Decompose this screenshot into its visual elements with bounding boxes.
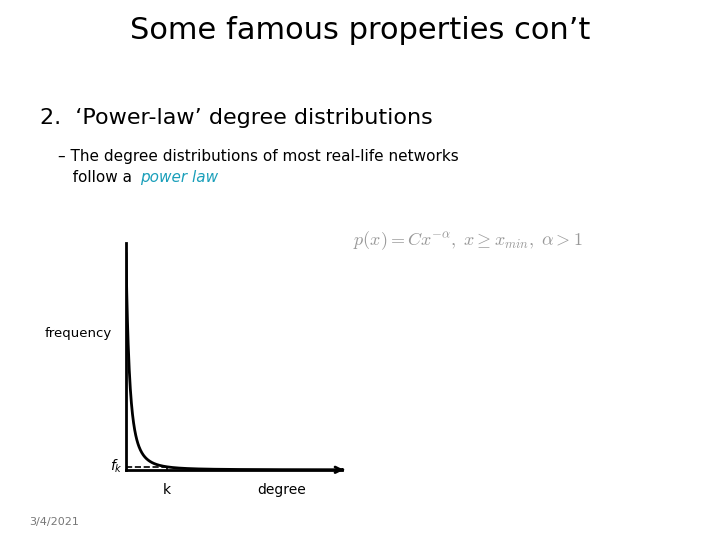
Text: frequency: frequency <box>45 327 112 340</box>
Text: 2.  ‘Power-law’ degree distributions: 2. ‘Power-law’ degree distributions <box>40 108 432 128</box>
Text: 3/4/2021: 3/4/2021 <box>29 516 78 526</box>
Text: power law: power law <box>140 170 219 185</box>
Text: follow a: follow a <box>58 170 137 185</box>
Text: $p(x) = Cx^{-\alpha},\; x \geq x_{min},\; \alpha > 1$: $p(x) = Cx^{-\alpha},\; x \geq x_{min},\… <box>354 229 582 252</box>
Text: $f_k$: $f_k$ <box>109 458 122 475</box>
Text: degree: degree <box>257 483 306 497</box>
Text: – The degree distributions of most real-life networks: – The degree distributions of most real-… <box>58 148 459 164</box>
Text: Some famous properties con’t: Some famous properties con’t <box>130 16 590 45</box>
Text: k: k <box>163 483 171 497</box>
